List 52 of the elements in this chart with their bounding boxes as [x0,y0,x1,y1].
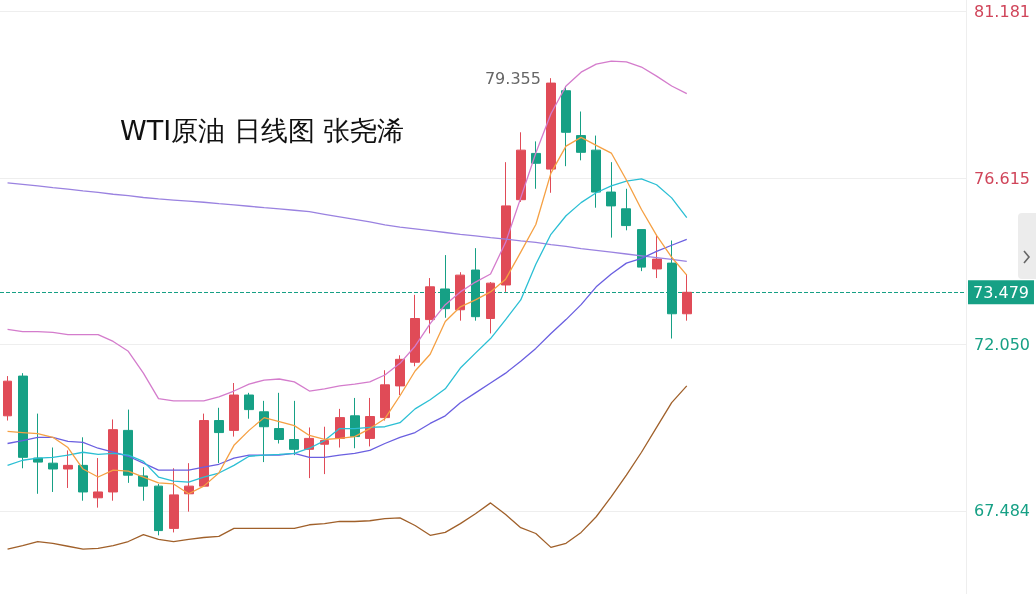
candlestick [63,449,73,489]
candlestick [123,409,133,484]
y-tick-label: 67.484 [974,501,1030,521]
candlestick [78,436,88,502]
candlestick [289,400,299,456]
candlestick [320,426,329,475]
candlestick [576,111,586,161]
candlestick [3,375,12,422]
candlestick [304,426,314,479]
line-series [6,178,688,483]
candlestick [591,135,601,209]
candlestick [561,85,571,167]
candlestick [199,413,209,488]
candlestick [274,392,284,444]
candlestick [365,397,375,447]
candlestick [546,77,556,194]
candlestick [108,418,118,502]
candlestick [486,281,495,334]
candlestick [229,382,239,438]
candlestick [33,413,43,495]
candlestick [18,372,28,469]
candlestick [606,161,616,239]
candlestick [380,369,390,422]
candlestick [637,229,646,272]
candlestick [169,467,179,533]
candlestick [516,131,526,203]
line-series [6,385,688,550]
candlestick [350,397,360,449]
candlestick [395,354,405,396]
y-tick-label: 76.615 [974,168,1030,188]
candlestick [410,294,420,367]
line-series [6,60,688,402]
candlestick [501,161,511,293]
candlestick [455,271,465,322]
candlestick [425,277,435,334]
annotation: 79.355 [484,68,541,88]
candlestick [682,273,692,322]
line-series [6,238,688,471]
candlestick [214,407,224,464]
candlestick [259,400,269,463]
y-tick-label: 81.181 [974,2,1030,22]
candlestick [244,392,254,420]
line-series [6,182,688,262]
candlestick [93,457,103,509]
candlestick [138,466,148,502]
candlestick [652,234,662,279]
candlestick [621,188,631,231]
y-tick-label: 72.050 [974,334,1030,354]
candlestick [48,447,58,493]
ref-line-label: 73.479 [973,282,1029,302]
text: WTI原油 日线图 张尧浠 [120,115,405,146]
candlestick [154,483,163,536]
